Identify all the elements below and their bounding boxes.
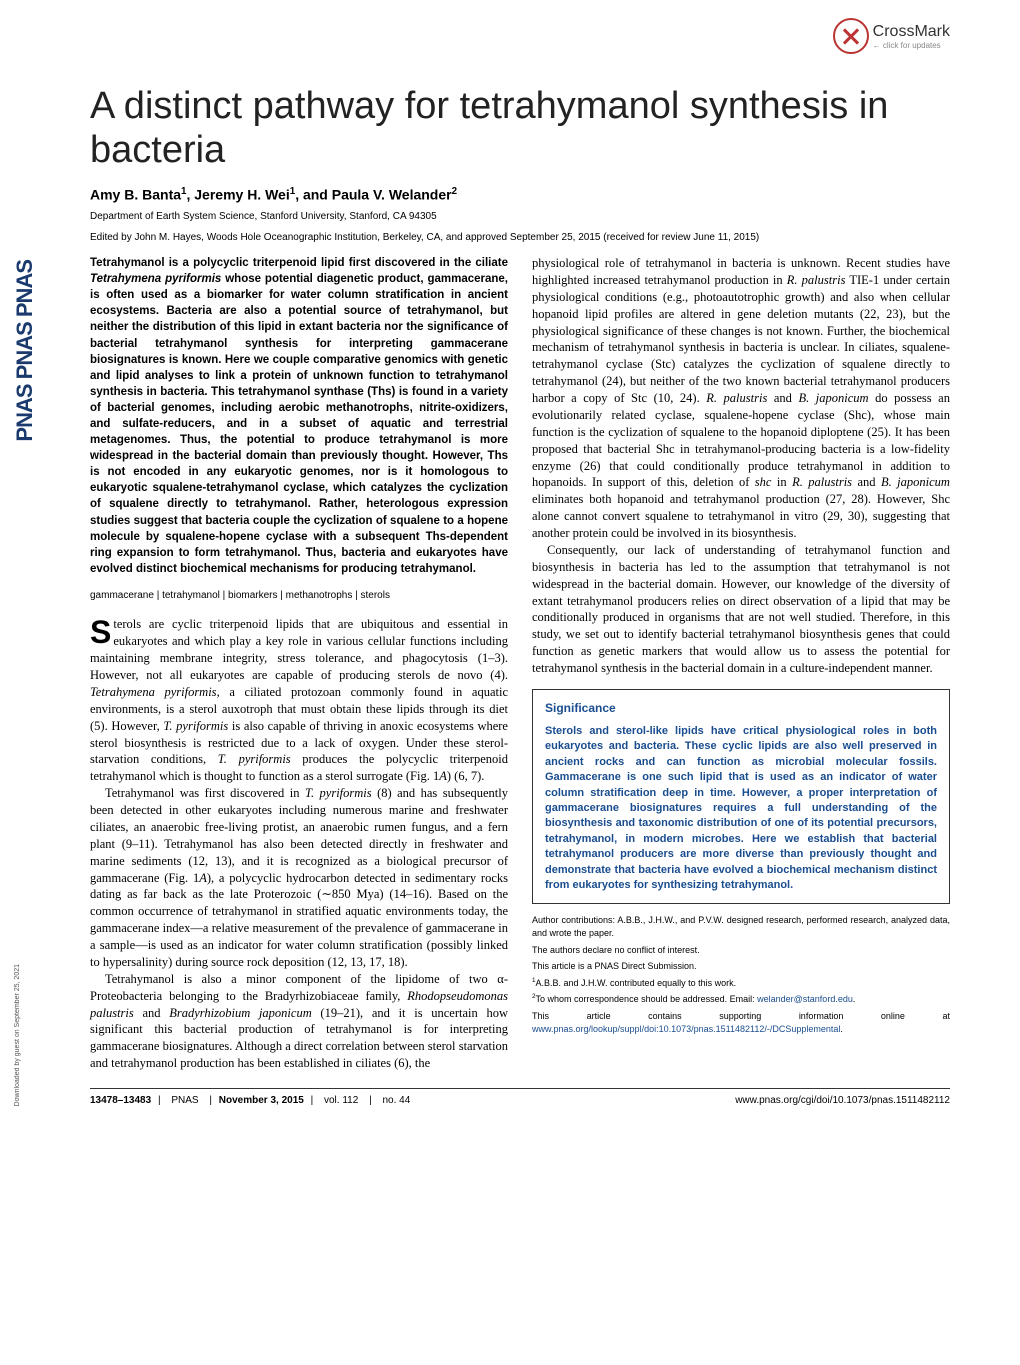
body-r-p2: Consequently, our lack of understanding … (532, 542, 950, 677)
fn-correspondence: 2To whom correspondence should be addres… (532, 993, 950, 1006)
fn-author-contrib: Author contributions: A.B.B., J.H.W., an… (532, 914, 950, 939)
dropcap: S (90, 616, 113, 646)
body-right: physiological role of tetrahymanol in ba… (532, 255, 950, 677)
article-title: A distinct pathway for tetrahymanol synt… (90, 85, 950, 172)
footer-journal: PNAS (171, 1095, 198, 1106)
footer-date: November 3, 2015 (219, 1095, 304, 1106)
page-footer: 13478–13483 | PNAS | November 3, 2015 | … (90, 1088, 950, 1106)
significance-box: Significance Sterols and sterol-like lip… (532, 689, 950, 904)
crossmark-icon (833, 18, 869, 54)
footer-vol: vol. 112 (324, 1095, 358, 1106)
authors: Amy B. Banta1, Jeremy H. Wei1, and Paula… (90, 186, 950, 203)
supplemental-link[interactable]: www.pnas.org/lookup/suppl/doi:10.1073/pn… (532, 1024, 840, 1034)
body-p2: Tetrahymanol was first discovered in T. … (90, 785, 508, 971)
crossmark-badge[interactable]: CrossMark ← click for updates (833, 18, 950, 54)
abstract: Tetrahymanol is a polycyclic triterpenoi… (90, 255, 508, 577)
footer-issue: no. 44 (382, 1095, 410, 1106)
left-column: Tetrahymanol is a polycyclic triterpenoi… (90, 255, 508, 1072)
fn-conflict: The authors declare no conflict of inter… (532, 944, 950, 957)
crossmark-title: CrossMark (873, 23, 950, 41)
significance-title: Significance (545, 700, 937, 716)
significance-body: Sterols and sterol-like lipids have crit… (545, 724, 937, 893)
footnotes: Author contributions: A.B.B., J.H.W., an… (532, 914, 950, 1035)
body-p1: Sterols are cyclic triterpenoid lipids t… (90, 616, 508, 785)
right-column: physiological role of tetrahymanol in ba… (532, 255, 950, 1072)
body-p3: Tetrahymanol is also a minor component o… (90, 971, 508, 1072)
edited-by: Edited by John M. Hayes, Woods Hole Ocea… (90, 232, 950, 243)
affiliation: Department of Earth System Science, Stan… (90, 211, 950, 222)
correspondence-email[interactable]: welander@stanford.edu (757, 994, 853, 1004)
two-column-layout: Tetrahymanol is a polycyclic triterpenoi… (90, 255, 950, 1072)
footer-pages: 13478–13483 (90, 1095, 151, 1106)
crossmark-sub: ← click for updates (873, 41, 950, 50)
footer-doi: www.pnas.org/cgi/doi/10.1073/pnas.151148… (735, 1095, 950, 1106)
fn-supplemental: This article contains supporting informa… (532, 1010, 950, 1035)
body-left: Sterols are cyclic triterpenoid lipids t… (90, 616, 508, 1072)
fn-direct: This article is a PNAS Direct Submission… (532, 960, 950, 973)
body-r-p1: physiological role of tetrahymanol in ba… (532, 255, 950, 542)
keywords: gammacerane | tetrahymanol | biomarkers … (90, 589, 508, 603)
footer-left: 13478–13483 | PNAS | November 3, 2015 | … (90, 1095, 414, 1106)
fn-equal: 1A.B.B. and J.H.W. contributed equally t… (532, 977, 950, 990)
